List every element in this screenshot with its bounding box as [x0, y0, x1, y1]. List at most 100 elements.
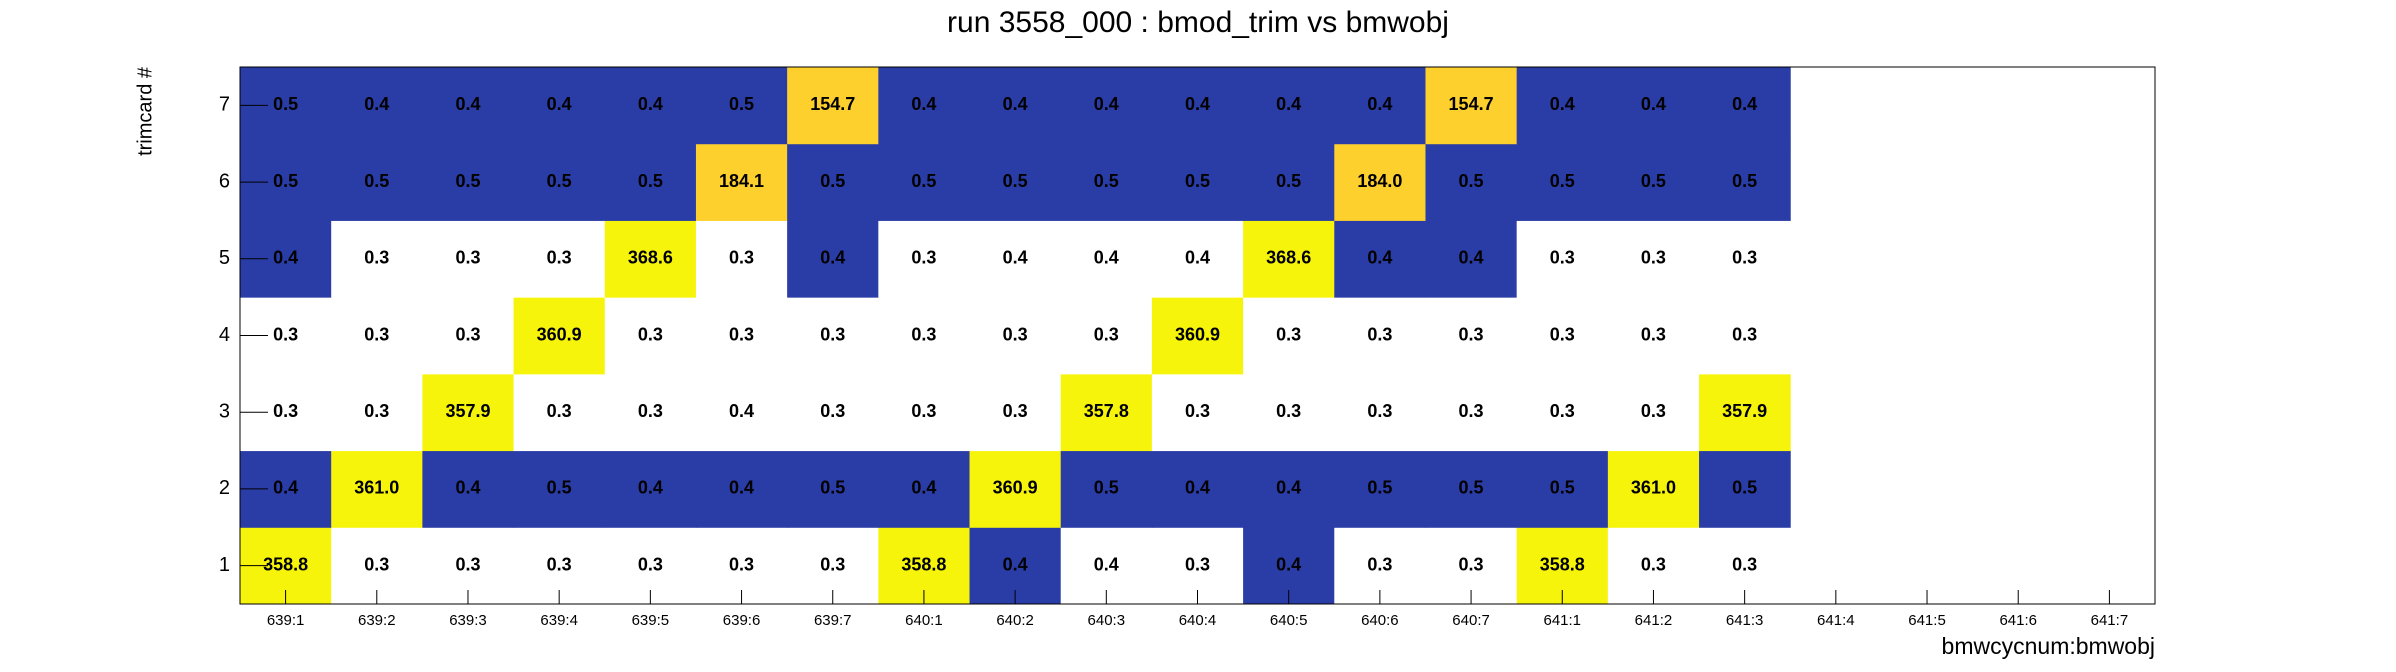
cell: [331, 220, 423, 298]
cell-label: 0.3: [911, 324, 936, 344]
cell-label: 0.4: [1185, 478, 1210, 498]
cell-label: 0.3: [1641, 324, 1666, 344]
y-tick-label: 4: [219, 324, 230, 346]
cell-label: 0.5: [820, 171, 845, 191]
cell-label: 0.5: [273, 94, 298, 114]
cell-label: 0.3: [1185, 554, 1210, 574]
cell: [604, 297, 697, 375]
cell-label: 0.4: [638, 478, 663, 498]
cell: [1699, 373, 1791, 452]
cell: [1699, 450, 1791, 528]
cell: [1060, 297, 1153, 375]
cell: [787, 373, 879, 452]
cell: [1060, 373, 1153, 452]
cell-label: 0.4: [729, 401, 754, 421]
cell: [695, 143, 788, 221]
cell: [513, 373, 606, 452]
cell-label: 361.0: [354, 478, 399, 498]
cell-label: 0.3: [729, 324, 754, 344]
cell-label: 0.3: [1641, 554, 1666, 574]
cell: [878, 67, 971, 145]
cell-label: 0.3: [1550, 401, 1575, 421]
cell-label: 0.3: [820, 401, 845, 421]
cell: [695, 373, 788, 452]
cell-label: 0.4: [455, 94, 480, 114]
cell-label: 0.5: [455, 171, 480, 191]
cell: [1334, 143, 1426, 221]
x-tick-label: 640:3: [1088, 612, 1126, 629]
chart-title: run 3558_000 : bmod_trim vs bmwobj: [947, 6, 1449, 39]
cell-label: 184.1: [719, 171, 764, 191]
cell-label: 0.3: [1367, 554, 1392, 574]
y-tick-label: 1: [219, 554, 230, 576]
cell-label: 0.5: [1185, 171, 1210, 191]
cell: [513, 143, 606, 221]
cell-label: 154.7: [810, 94, 855, 114]
cell: [878, 297, 971, 375]
x-tick-label: 641:5: [1908, 612, 1946, 629]
cell-label: 0.3: [1003, 324, 1028, 344]
cell-label: 0.4: [1550, 94, 1575, 114]
cell-label: 360.9: [993, 478, 1038, 498]
x-tick-label: 639:3: [449, 612, 487, 629]
cell-label: 0.4: [1367, 94, 1392, 114]
cell: [513, 220, 606, 298]
cell: [513, 297, 606, 375]
cell-label: 0.4: [1732, 94, 1757, 114]
cell: [695, 297, 788, 375]
cell-label: 0.5: [1550, 171, 1575, 191]
cell-label: 0.3: [273, 401, 298, 421]
cell: [695, 220, 788, 298]
cell-label: 0.5: [1367, 478, 1392, 498]
cell-label: 0.4: [1003, 554, 1028, 574]
cell: [422, 67, 515, 145]
cell: [604, 220, 697, 298]
x-tick-label: 639:1: [267, 612, 305, 629]
cell: [969, 450, 1062, 528]
cell-label: 0.4: [1276, 94, 1301, 114]
cell-label: 0.3: [364, 324, 389, 344]
cell: [1243, 373, 1335, 452]
cell-label: 0.3: [455, 248, 480, 268]
cell-label: 0.5: [1550, 478, 1575, 498]
cell: [878, 373, 971, 452]
cell-label: 0.4: [364, 94, 389, 114]
cell-label: 0.3: [1459, 324, 1484, 344]
cell-label: 0.3: [364, 401, 389, 421]
cell-label: 0.4: [1185, 248, 1210, 268]
cell-label: 368.6: [628, 248, 673, 268]
cell-label: 0.4: [1367, 248, 1392, 268]
cell-label: 0.3: [911, 401, 936, 421]
cell: [787, 220, 879, 298]
x-axis-label: bmwcycnum:bmwobj: [1942, 633, 2155, 659]
cell-label: 184.0: [1357, 171, 1402, 191]
cell: [1516, 297, 1609, 375]
cell: [1243, 220, 1335, 298]
cell-label: 361.0: [1631, 478, 1676, 498]
cell: [1334, 67, 1426, 145]
cell: [1334, 297, 1426, 375]
cell: [422, 143, 515, 221]
cell: [1607, 373, 1700, 452]
x-tick-label: 641:2: [1635, 612, 1673, 629]
cell: [1060, 67, 1153, 145]
x-tick-label: 641:6: [1999, 612, 2037, 629]
y-tick-label: 5: [219, 247, 230, 269]
cell: [1699, 297, 1791, 375]
cell-label: 0.5: [364, 171, 389, 191]
cell: [1699, 143, 1791, 221]
cell: [1699, 220, 1791, 298]
cell-label: 154.7: [1449, 94, 1494, 114]
cell-label: 0.3: [273, 324, 298, 344]
cell-label: 0.3: [1732, 248, 1757, 268]
cell-label: 0.3: [1459, 401, 1484, 421]
cell: [1607, 220, 1700, 298]
cell-label: 358.8: [901, 554, 946, 574]
cell: [1425, 67, 1518, 145]
cell-label: 0.3: [1367, 324, 1392, 344]
cell-label: 0.3: [1276, 324, 1301, 344]
cell: [331, 297, 423, 375]
cell: [1334, 373, 1426, 452]
cell-label: 0.3: [1550, 324, 1575, 344]
cell-label: 0.3: [638, 324, 663, 344]
